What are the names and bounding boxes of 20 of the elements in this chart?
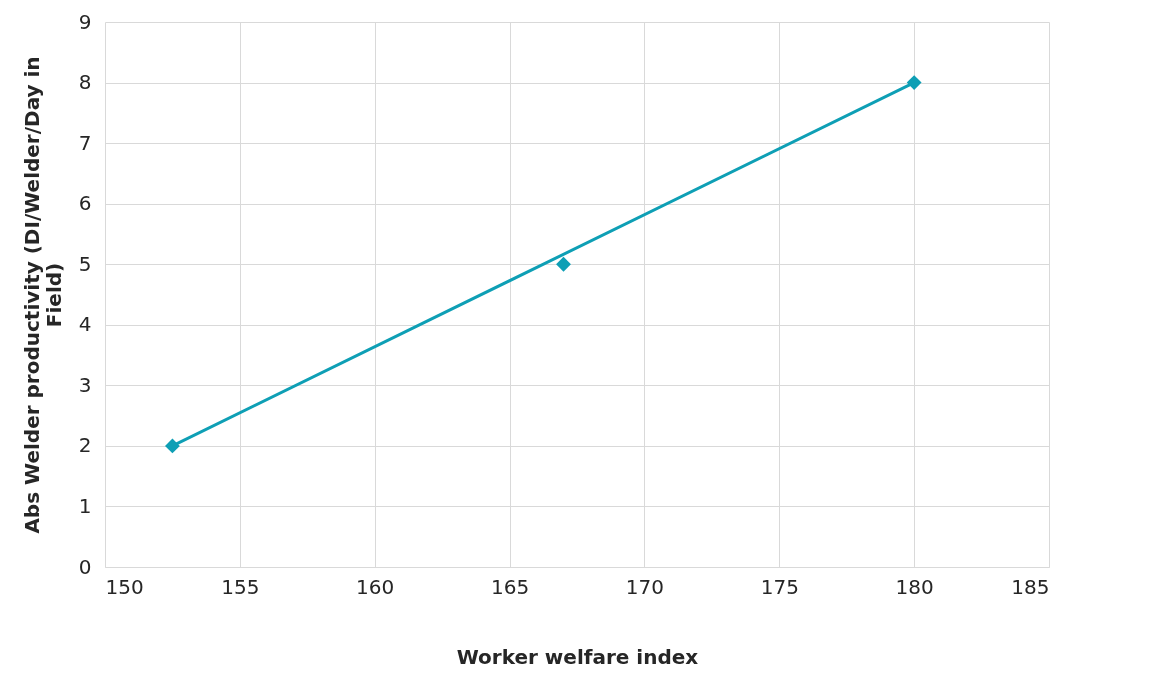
x-tick-label: 185 (1011, 574, 1050, 599)
x-tick-label: 155 (221, 574, 260, 599)
x-tick-label: 160 (356, 574, 395, 599)
y-tick-label: 7 (78, 130, 92, 155)
x-tick-label: 180 (895, 574, 934, 599)
y-tick-label: 0 (78, 554, 92, 579)
y-tick-label: 9 (78, 9, 92, 34)
y-tick-label: 2 (78, 433, 92, 458)
y-tick-label: 1 (78, 493, 92, 518)
x-tick-label: 175 (760, 574, 799, 599)
x-tick-label: 170 (625, 574, 665, 599)
y-tick-label: 5 (78, 251, 92, 276)
x-tick-label: 165 (490, 574, 530, 599)
y-axis-title: Abs Welder productivity (DI/Welder/Day in Field) (19, 56, 66, 534)
y-tick-label: 3 (78, 372, 92, 397)
x-axis-title: Worker welfare index (456, 644, 699, 669)
y-tick-label: 8 (78, 70, 92, 95)
y-tick-label: 6 (78, 191, 92, 216)
x-tick-label: 150 (105, 574, 144, 599)
y-tick-label: 4 (78, 312, 92, 337)
